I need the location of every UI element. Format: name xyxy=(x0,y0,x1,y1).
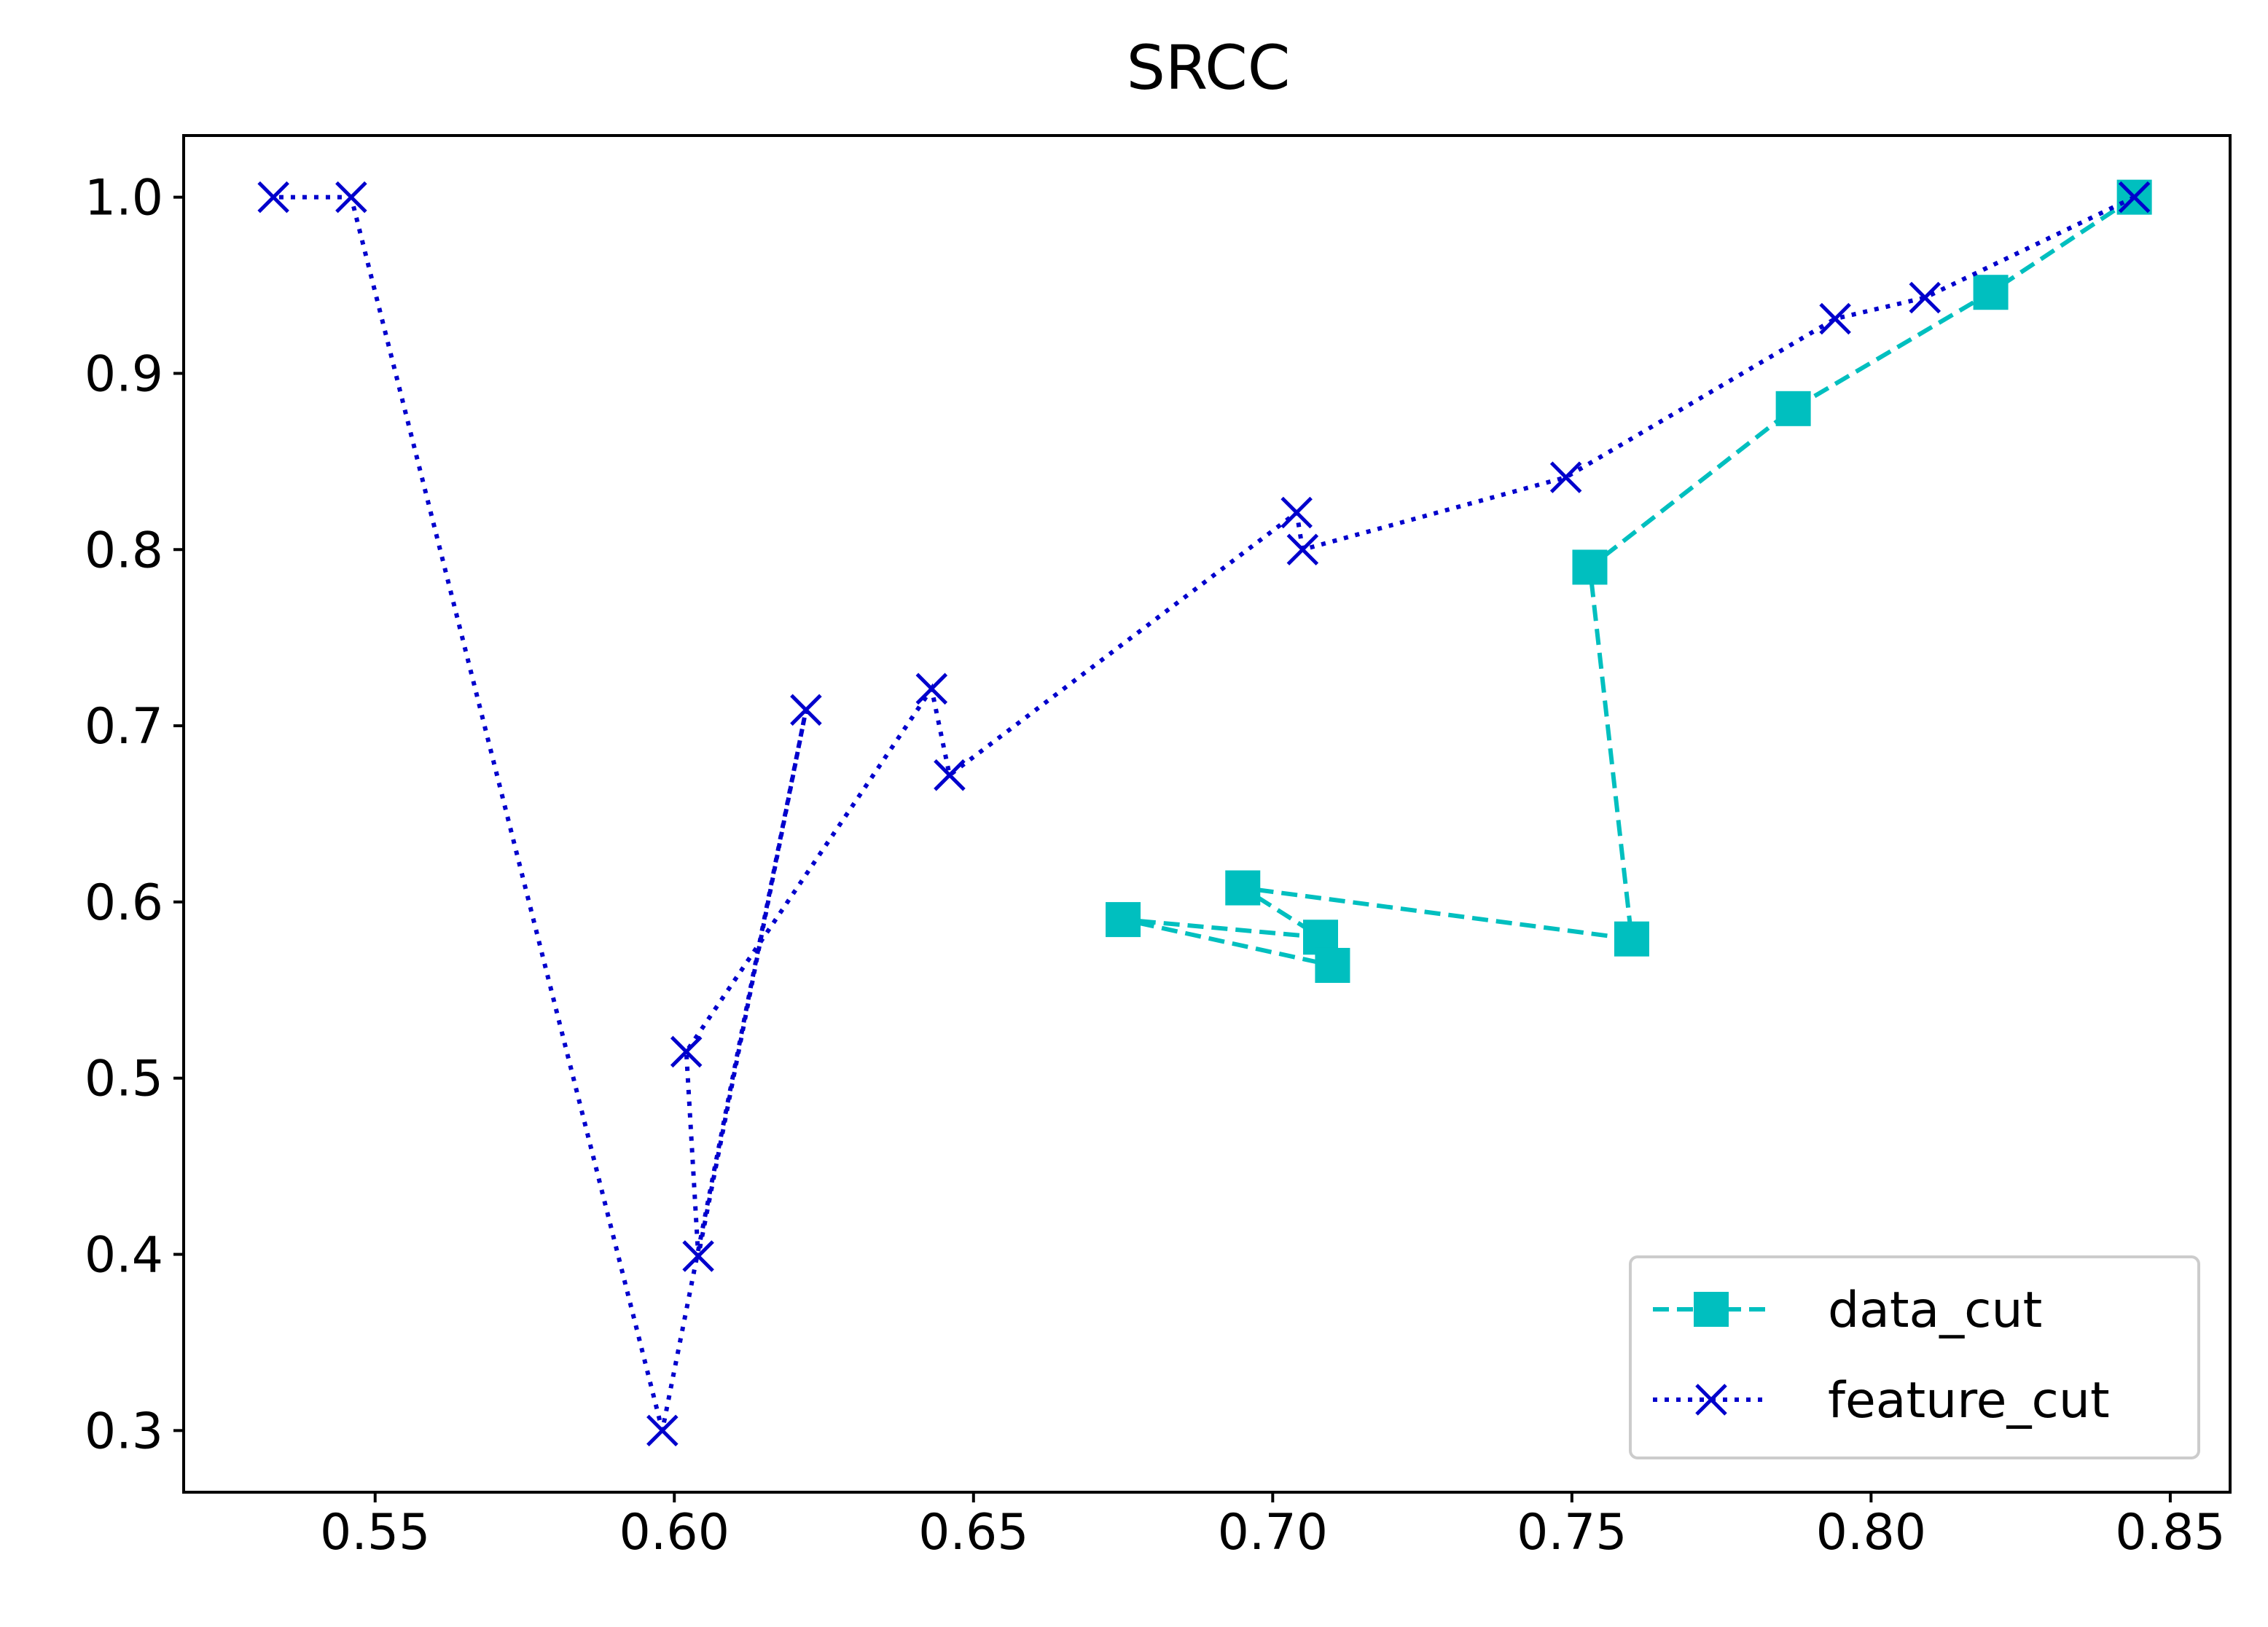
data-point xyxy=(1106,902,1141,938)
series-layer xyxy=(257,179,2152,1447)
data-point xyxy=(257,181,289,213)
x-tick-label: 0.75 xyxy=(1517,1504,1627,1561)
y-tick-label: 0.6 xyxy=(85,874,163,932)
x-axis: 0.55 0.60 0.65 0.70 0.75 0.80 0.85 xyxy=(320,1492,2226,1561)
data-point xyxy=(1572,549,1608,585)
data-point xyxy=(1549,461,1582,493)
x-tick-label: 0.55 xyxy=(320,1504,430,1561)
series-line xyxy=(273,195,2135,1432)
y-axis: 0.3 0.4 0.5 0.6 0.7 0.8 0.9 1.0 xyxy=(85,170,184,1460)
data-point xyxy=(335,181,367,213)
data-point xyxy=(670,1035,703,1068)
x-tick-label: 0.60 xyxy=(619,1504,730,1561)
legend: data_cut feature_cut xyxy=(1629,1255,2200,1459)
data-point xyxy=(2118,181,2151,213)
data-point xyxy=(646,1414,679,1447)
plot-frame xyxy=(182,134,2232,1494)
series-feature-cut xyxy=(257,181,2151,1447)
y-tick-label: 0.4 xyxy=(85,1227,163,1285)
data-point xyxy=(1775,391,1811,426)
data-point xyxy=(1315,947,1350,983)
x-tick-label: 0.85 xyxy=(2115,1504,2225,1561)
y-tick-label: 0.3 xyxy=(85,1403,163,1460)
data-point xyxy=(1280,496,1313,529)
legend-label: data_cut xyxy=(1828,1282,2042,1339)
legend-item-feature-cut: feature_cut xyxy=(1653,1372,2110,1430)
y-tick-label: 0.5 xyxy=(85,1051,163,1108)
x-tick-label: 0.70 xyxy=(1218,1504,1328,1561)
chart-title: SRCC xyxy=(1127,32,1291,103)
legend-marker xyxy=(1695,1384,1727,1416)
legend-label: feature_cut xyxy=(1828,1372,2110,1430)
x-tick-label: 0.65 xyxy=(918,1504,1028,1561)
series-line xyxy=(1122,195,2136,968)
data-point xyxy=(1614,921,1649,957)
legend-box xyxy=(1629,1255,2200,1459)
data-point xyxy=(1973,275,2009,310)
y-tick-label: 0.7 xyxy=(85,698,163,756)
x-tick-label: 0.80 xyxy=(1816,1504,1926,1561)
legend-marker xyxy=(1694,1292,1729,1327)
data-point xyxy=(934,759,966,791)
legend-item-data-cut: data_cut xyxy=(1653,1282,2042,1339)
y-tick-label: 0.8 xyxy=(85,522,163,579)
data-point xyxy=(790,694,822,726)
data-point xyxy=(682,1240,714,1272)
data-point xyxy=(1819,302,1851,335)
y-tick-label: 0.9 xyxy=(85,345,163,403)
data-point xyxy=(1909,281,1942,314)
data-point xyxy=(1286,533,1319,566)
y-tick-label: 1.0 xyxy=(85,170,163,227)
series-data-cut xyxy=(1106,179,2152,983)
data-point xyxy=(915,673,948,705)
data-point xyxy=(1225,870,1261,906)
